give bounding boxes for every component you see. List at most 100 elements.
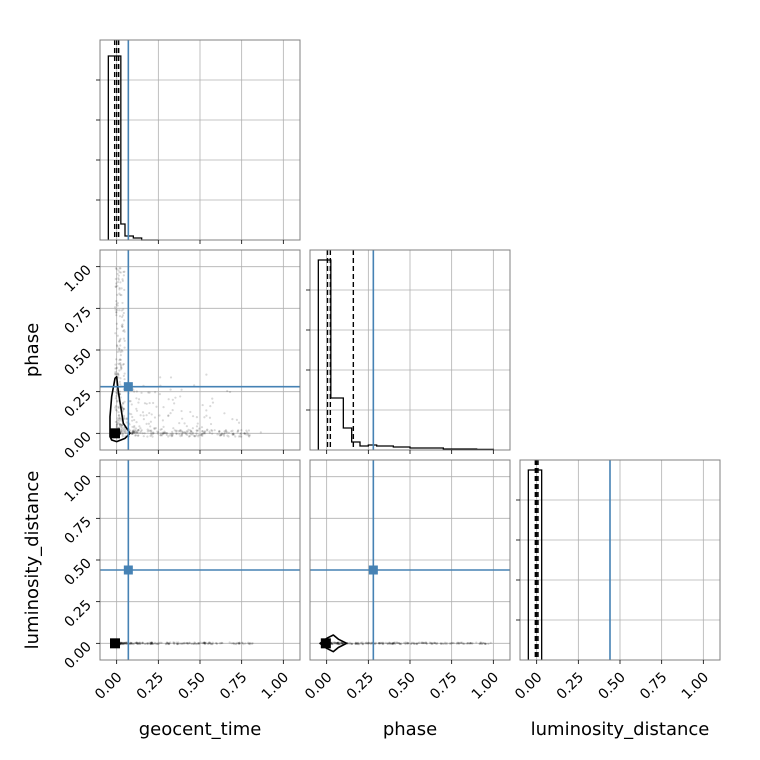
sample-point	[193, 641, 196, 645]
sample-point	[149, 641, 153, 644]
sample-point	[117, 414, 121, 417]
sample-point	[172, 427, 175, 430]
sample-point	[203, 430, 207, 433]
sample-point	[141, 641, 144, 644]
sample-point	[124, 431, 127, 435]
sample-point	[436, 641, 439, 645]
sample-point	[399, 643, 402, 646]
sample-point	[141, 641, 144, 644]
sample-point	[147, 391, 150, 394]
sample-point	[225, 430, 228, 433]
sample-point	[195, 643, 198, 646]
sample-point	[406, 641, 409, 644]
sample-point	[487, 642, 490, 645]
sample-point	[172, 641, 176, 644]
sample-point	[235, 643, 238, 646]
sample-point	[116, 280, 120, 284]
sample-point	[407, 642, 410, 645]
sample-point	[119, 361, 122, 365]
sample-point	[201, 433, 204, 436]
sample-point	[171, 432, 174, 435]
sample-point	[239, 433, 242, 436]
sample-point	[175, 432, 178, 435]
sample-point	[115, 423, 118, 427]
sample-point	[157, 642, 160, 646]
sample-point	[135, 642, 139, 645]
sample-point	[435, 642, 439, 646]
sample-point	[175, 432, 178, 436]
sample-point	[130, 642, 133, 645]
sample-point	[140, 429, 143, 432]
sample-point	[145, 414, 148, 417]
sample-point	[137, 401, 140, 404]
x-tick-label-geocent_time: 0.00	[92, 670, 125, 703]
sample-point	[209, 641, 212, 645]
sample-point	[469, 641, 472, 645]
sample-point	[247, 642, 250, 646]
sample-point	[449, 642, 452, 645]
sample-point	[432, 642, 435, 645]
sample-point	[203, 642, 206, 645]
sample-point	[134, 641, 137, 645]
sample-point	[119, 281, 122, 284]
sample-point	[203, 642, 206, 646]
sample-point	[122, 362, 125, 366]
sample-point	[236, 430, 239, 434]
sample-point	[422, 641, 425, 645]
sample-point	[178, 422, 181, 425]
sample-point	[378, 642, 381, 645]
sample-point	[123, 417, 126, 421]
sample-point	[469, 641, 472, 645]
sample-point	[191, 427, 194, 430]
sample-point	[378, 642, 381, 645]
sample-point	[393, 642, 396, 645]
sample-point	[135, 641, 138, 644]
sample-point	[232, 432, 235, 435]
sample-point	[131, 432, 134, 435]
sample-point	[177, 641, 180, 644]
sample-point	[386, 642, 389, 645]
sample-point	[152, 432, 155, 435]
sample-point	[392, 642, 395, 646]
sample-point	[179, 435, 182, 438]
sample-point	[183, 431, 186, 434]
sample-point	[119, 425, 123, 429]
sample-point	[200, 426, 204, 429]
sample-point	[141, 642, 144, 645]
sample-point	[129, 641, 132, 644]
sample-point	[406, 642, 409, 645]
y-tick-label-phase: 1.00	[61, 262, 94, 295]
sample-point	[237, 421, 241, 424]
sample-point	[123, 430, 126, 433]
sample-point	[251, 642, 254, 645]
sample-point	[202, 432, 205, 435]
sample-point	[133, 431, 136, 434]
sample-point	[133, 390, 136, 393]
sample-point	[123, 430, 126, 433]
sample-point	[118, 315, 122, 318]
sample-point	[480, 642, 483, 645]
sample-point	[237, 642, 240, 645]
sample-point	[158, 414, 161, 417]
sample-point	[195, 432, 198, 435]
sample-point	[116, 308, 119, 312]
sample-point	[206, 428, 209, 431]
sample-point	[187, 642, 190, 645]
sample-point	[140, 391, 143, 394]
sample-point	[123, 339, 126, 342]
sample-point	[222, 434, 226, 437]
sample-point	[119, 643, 123, 646]
sample-point	[188, 434, 191, 438]
sample-point	[116, 421, 119, 425]
sample-point	[153, 427, 156, 431]
sample-point	[193, 435, 196, 438]
sample-point	[195, 425, 199, 428]
sample-point	[150, 641, 153, 644]
sample-point	[220, 641, 223, 644]
sample-point	[150, 641, 154, 644]
sample-point	[240, 435, 243, 438]
sample-point	[124, 428, 127, 431]
sample-point	[114, 308, 117, 311]
sample-point	[171, 398, 174, 401]
sample-point	[115, 409, 118, 412]
